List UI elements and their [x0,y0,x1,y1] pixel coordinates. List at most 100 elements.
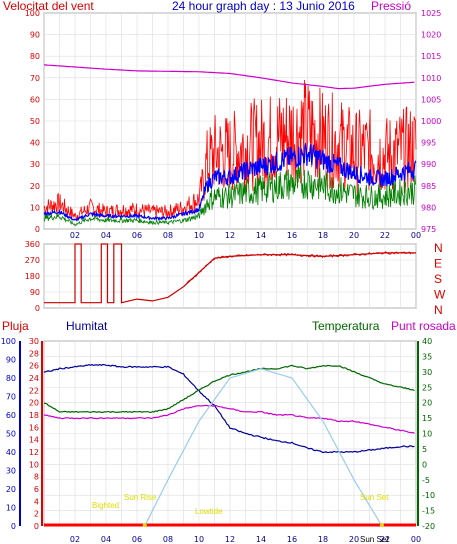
x-tick-label: 20 [349,535,359,544]
temperature-tick-label: 25 [422,383,432,392]
rain-tick-label: 30 [29,337,39,346]
hightide-annotation: Bighted [92,501,119,510]
x-tick-label: 18 [318,535,328,544]
right-tick-label: 1005 [421,95,441,104]
left-tick-label: 50 [30,117,40,126]
left-tick-label: 80 [30,52,40,61]
rain-tick-label: 14 [29,436,39,445]
series-wind [43,165,417,227]
humidity-axis-label: Humitat [66,319,108,333]
x-tick-label: 02 [70,535,80,544]
temperature-tick-label: 15 [422,414,432,423]
sunrise-marker [142,523,147,527]
series-direction-noise [183,251,416,288]
x-tick-label: 00 [411,231,421,240]
temperature-tick-label: 20 [422,399,432,408]
right-tick-label: 1025 [421,9,441,18]
rain-tick-label: 16 [29,423,39,432]
compass-label: W [434,288,446,302]
humidity-tick-label: 40 [6,448,16,457]
x-tick-label: 12 [225,231,235,240]
rain-tick-label: 0 [34,522,39,531]
rain-tick-label: 18 [29,411,39,420]
humidity-tick-label: 70 [6,393,16,402]
chart-title: 24 hour graph day : 13 Junio 2016 [172,0,355,13]
humidity-tick-label: 50 [6,430,16,439]
humidity-plot-ticks: 0102030405060708090100024681012141618202… [1,337,435,544]
rain-axis-label: Pluja [2,319,29,333]
compass-label: E [434,257,442,271]
rain-tick-label: 22 [29,386,39,395]
temperature-tick-label: 0 [422,460,427,469]
humidity-tick-label: 10 [6,504,16,513]
right-tick-label: 995 [421,139,436,148]
x-tick-label: 02 [70,231,80,240]
series-average [43,143,417,222]
right-tick-label: 1015 [421,52,441,61]
right-tick-label: 985 [421,182,436,191]
dewpoint-axis-label: Punt rosada [391,319,456,333]
x-tick-label: 10 [194,535,204,544]
right-tick-label: 1000 [421,117,441,126]
humidity-tick-label: 0 [11,522,16,531]
rain-tick-label: 28 [29,349,39,358]
temperature-tick-label: -10 [422,491,435,500]
right-tick-label: 975 [421,225,436,234]
compass-label: N [434,241,443,255]
x-tick-label: 18 [318,231,328,240]
temperature-axis-label: Temperatura [312,319,380,333]
temperature-tick-label: -20 [422,522,435,531]
temperature-tick-label: 35 [422,352,432,361]
x-tick-label: 16 [287,535,297,544]
left-tick-label: 0 [35,225,40,234]
left-tick-label: 70 [30,74,40,83]
temperature-tick-label: -5 [422,476,430,485]
humidity-plot-grid [43,340,417,527]
compass-label: S [434,272,442,286]
x-tick-label: 08 [163,231,173,240]
x-tick-label: 16 [287,231,297,240]
left-tick-label: 100 [25,9,40,18]
humidity-tick-label: 90 [6,356,16,365]
left-tick-label: 60 [30,95,40,104]
right-tick-label: 990 [421,160,436,169]
left-tick-label: 40 [30,139,40,148]
wind-plot-series [43,64,417,227]
temperature-tick-label: 10 [422,430,432,439]
temperature-tick-label: -15 [422,507,435,516]
direction-tick-label: 90 [30,288,40,297]
compass-label: N [434,303,443,317]
wind-speed-axis-label: Velocitat del vent [3,0,94,13]
lowtide-annotation: Lowtide [195,507,223,516]
x-tick-label: 22 [380,535,390,544]
x-tick-label: 14 [256,535,266,544]
humidity-plot-series [43,363,416,527]
x-tick-label: 08 [163,535,173,544]
pressure-axis-label: Pressió [371,0,411,13]
left-tick-label: 90 [30,31,40,40]
right-tick-label: 1010 [421,74,441,83]
rain-tick-label: 24 [29,374,39,383]
rain-tick-label: 6 [34,485,39,494]
temperature-tick-label: 30 [422,368,432,377]
wind-plot-ticks: 0102030405060708090100975980985990995100… [25,9,442,240]
x-tick-label: 20 [349,231,359,240]
sunset-tick-annotation: Sun Set [360,535,389,544]
humidity-tick-label: 80 [6,374,16,383]
direction-plot-grid [43,243,417,309]
rain-tick-label: 20 [29,399,39,408]
x-tick-label: 06 [132,535,142,544]
rain-tick-label: 26 [29,362,39,371]
rain-tick-label: 12 [29,448,39,457]
temperature-tick-label: 40 [422,337,432,346]
x-tick-label: 12 [225,535,235,544]
direction-tick-label: 180 [25,272,40,281]
rain-tick-label: 4 [34,497,39,506]
rain-tick-label: 8 [34,473,39,482]
direction-tick-label: 360 [25,240,40,249]
direction-tick-label: 270 [25,256,40,265]
x-tick-label: 06 [132,231,142,240]
